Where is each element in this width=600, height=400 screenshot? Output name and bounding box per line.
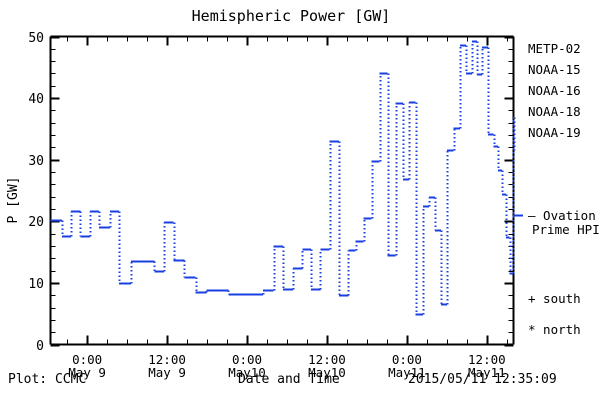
- legend-item-noaa-18: NOAA-18: [528, 104, 581, 119]
- legend-hemisphere-south: + south: [528, 291, 581, 306]
- y-tick-label: 10: [28, 277, 44, 292]
- plot-timestamp: 2015/05/11 12:35:09: [408, 372, 557, 387]
- x-tick-time: 0:00: [232, 352, 262, 367]
- x-tick-time: 12:00: [308, 352, 346, 367]
- x-tick-date: May 9: [148, 365, 186, 380]
- plot-frame: [49, 35, 515, 346]
- plot-credit: Plot: CCMC: [8, 372, 86, 387]
- x-tick-time: 0:00: [392, 352, 422, 367]
- legend-ovation-line2: Prime HPI: [532, 222, 600, 237]
- legend-item-noaa-16: NOAA-16: [528, 83, 581, 98]
- y-axis: 0 10 20 30 40 50: [28, 31, 514, 354]
- x-tick-date: May10: [228, 365, 266, 380]
- legend-item-noaa-19: NOAA-19: [528, 125, 581, 140]
- legend-ovation-prime: — Ovation Prime HPI: [513, 208, 600, 237]
- data-series-ovation-prime-hpi: [50, 40, 516, 316]
- chart-title: Hemispheric Power [GW]: [192, 7, 391, 25]
- x-tick-date: May 9: [68, 365, 106, 380]
- y-axis-label: P [GW]: [6, 177, 21, 224]
- legend-hemispheres: + south * north: [528, 291, 581, 337]
- x-tick-time: 12:00: [148, 352, 186, 367]
- y-tick-label: 50: [28, 31, 44, 46]
- y-tick-label: 40: [28, 92, 44, 107]
- y-tick-label: 0: [36, 339, 44, 354]
- y-tick-label: 30: [28, 154, 44, 169]
- x-tick-date: May10: [308, 365, 346, 380]
- legend-item-metp-02: METP-02: [528, 41, 581, 56]
- x-tick-date: May11: [468, 365, 506, 380]
- legend-ovation-line1: — Ovation: [528, 208, 596, 223]
- y-tick-label: 20: [28, 215, 44, 230]
- x-tick-time: 12:00: [468, 352, 506, 367]
- x-axis-label: Date and Time: [238, 372, 340, 387]
- legend-item-noaa-15: NOAA-15: [528, 62, 581, 77]
- x-tick-date: May11: [388, 365, 426, 380]
- legend-satellites: METP-02 NOAA-15 NOAA-16 NOAA-18 NOAA-19: [528, 41, 581, 140]
- x-tick-time: 0:00: [72, 352, 102, 367]
- legend-hemisphere-north: * north: [528, 322, 581, 337]
